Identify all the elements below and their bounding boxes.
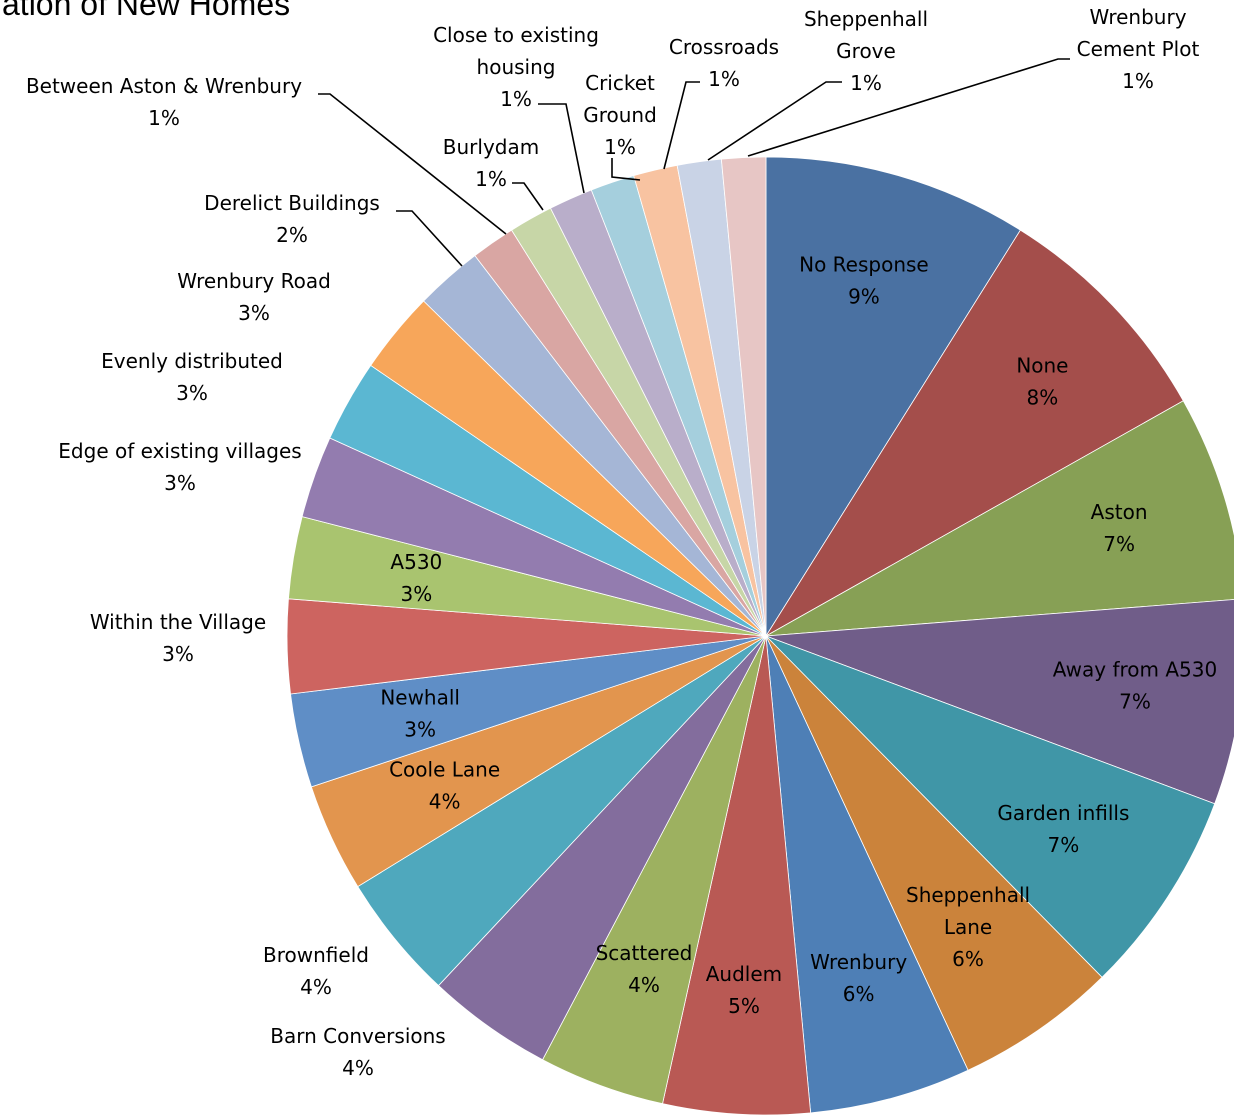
slice-wrenbury-cement-plot	[720, 156, 767, 637]
slice-label-garden-infills: Garden infills 7%	[997, 801, 1129, 857]
slice-label-scattered: Scattered 4%	[596, 941, 693, 997]
slice-label-aston: Aston 7%	[1091, 500, 1148, 556]
slice-label-sheppenhall-grove: Sheppenhall Grove 1%	[804, 7, 928, 95]
pie-slices	[286, 156, 1234, 1116]
leader-line-cricket-ground	[611, 158, 641, 181]
slice-label-evenly-distributed: Evenly distributed 3%	[101, 349, 283, 405]
slice-label-burlydam: Burlydam 1%	[443, 135, 539, 191]
leader-line-wrenbury-cement-plot	[747, 58, 1070, 157]
leader-lines	[318, 58, 1070, 267]
slice-sheppenhall-lane	[765, 635, 1103, 1071]
slice-label-none: None 8%	[1016, 353, 1068, 409]
chart-title: ation of New Homes	[2, 0, 291, 22]
slice-label-no-response: No Response 9%	[799, 252, 929, 308]
slice-audlem	[662, 635, 812, 1116]
slice-no-response	[765, 156, 1021, 638]
slice-aston	[765, 400, 1234, 637]
slice-label-coole-lane: Coole Lane 4%	[389, 758, 500, 814]
slice-label-cricket-ground: Cricket Ground 1%	[583, 71, 657, 159]
slice-label-a530: A530 3%	[390, 550, 442, 606]
slice-label-between-aston-wrenbury: Between Aston & Wrenbury 1%	[26, 74, 302, 130]
slice-label-derelict-buildings: Derelict Buildings 2%	[204, 191, 380, 247]
leader-line-close-to-existing-housing	[538, 103, 585, 194]
leader-line-crossroads	[663, 81, 700, 170]
slice-wrenbury	[765, 635, 969, 1114]
slice-label-close-to-existing-housing: Close to existing housing 1%	[433, 23, 599, 111]
slice-label-audlem: Audlem 5%	[706, 962, 782, 1018]
slice-label-away-from-a530: Away from A530 7%	[1053, 657, 1217, 713]
slice-labels: No Response 9% None 8% Aston 7% Away from A530…	[26, 5, 1217, 1080]
leader-line-burlydam	[512, 182, 544, 211]
leader-line-between-aston-wrenbury	[318, 93, 507, 235]
slice-label-brownfield: Brownfield 4%	[263, 943, 369, 999]
slice-label-wrenbury-cement-plot: Wrenbury Cement Plot 1%	[1077, 5, 1200, 93]
slice-label-sheppenhall-lane: Sheppenhall Lane 6%	[906, 883, 1030, 971]
leader-line-derelict-buildings	[396, 210, 463, 267]
slice-label-edge-of-existing-villages: Edge of existing villages 3%	[58, 439, 301, 495]
slice-none	[765, 229, 1184, 637]
slice-away-from-a530	[765, 599, 1234, 805]
slice-label-barn-conversions: Barn Conversions 4%	[270, 1024, 445, 1080]
slice-label-wrenbury-road: Wrenbury Road 3%	[177, 269, 331, 325]
slice-label-crossroads: Crossroads 1%	[669, 35, 779, 91]
slice-label-wrenbury: Wrenbury 6%	[810, 950, 907, 1006]
slice-label-within-the-village: Within the Village 3%	[90, 610, 266, 666]
slice-label-newhall: Newhall 3%	[380, 686, 460, 742]
slice-garden-infills	[765, 635, 1216, 978]
leader-line-sheppenhall-grove	[707, 81, 842, 161]
